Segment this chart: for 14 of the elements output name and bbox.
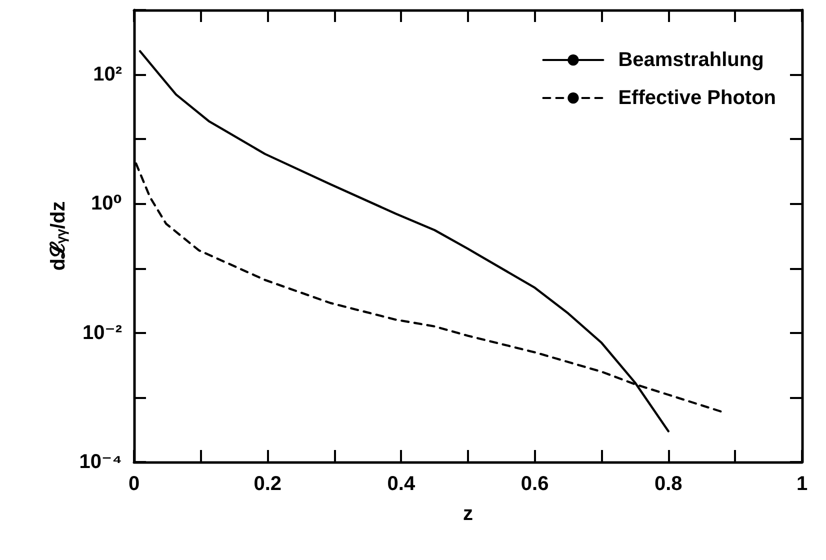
x-tick-label: 0 bbox=[128, 473, 140, 495]
y-tick-label: 10² bbox=[93, 64, 122, 86]
y-axis-title: d𝓛ᵧᵧ/dz bbox=[47, 201, 70, 271]
x-tick-label: 0.2 bbox=[254, 473, 282, 495]
x-tick-label: 0.4 bbox=[387, 473, 416, 495]
y-tick-label: 10⁰ bbox=[90, 192, 122, 215]
legend-label: Beamstrahlung bbox=[618, 49, 764, 71]
y-tick-label: 10⁻⁴ bbox=[79, 451, 122, 473]
y-tick-label: 10⁻² bbox=[82, 322, 122, 344]
legend-label: Effective Photon bbox=[618, 87, 776, 109]
x-tick-label: 0.6 bbox=[520, 473, 549, 495]
x-tick-label: 0.8 bbox=[654, 473, 682, 495]
x-tick-label: 1 bbox=[796, 473, 808, 495]
x-axis-title: z bbox=[463, 503, 473, 525]
